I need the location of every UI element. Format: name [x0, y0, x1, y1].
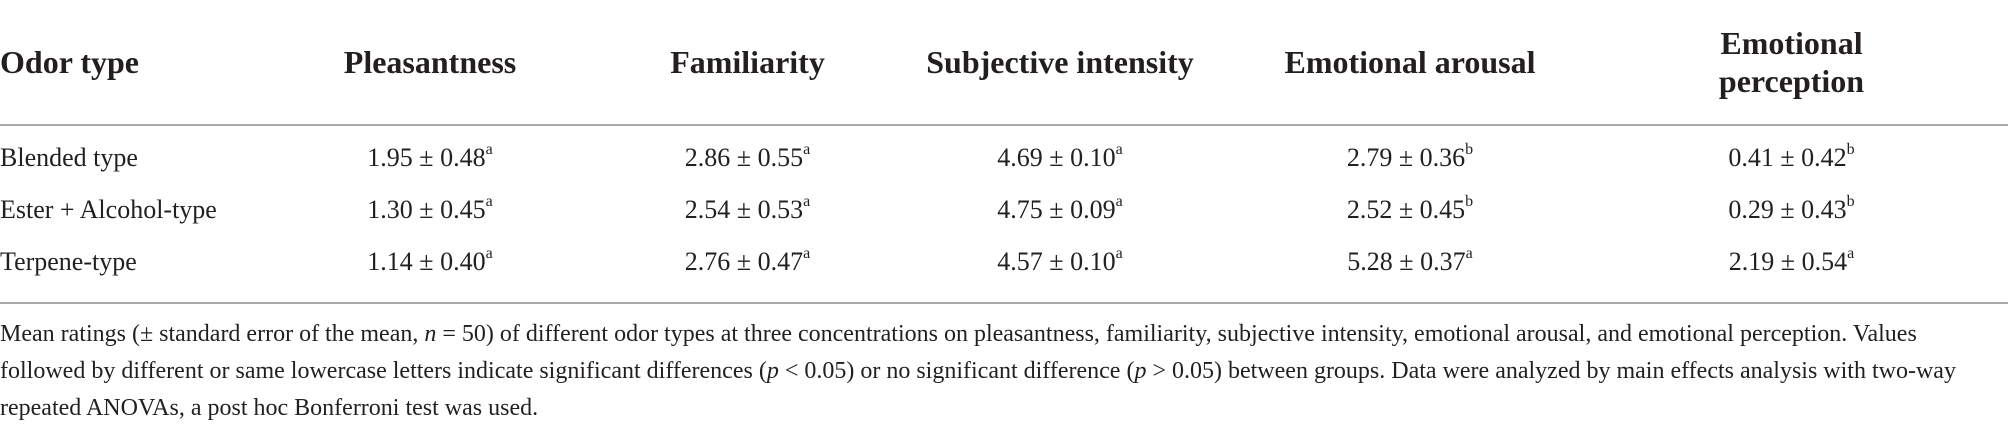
significance-letter: a — [803, 193, 811, 211]
row-label: Ester + Alcohol-type — [0, 195, 217, 224]
cell-subjective-intensity: 4.75 ± 0.09a — [875, 184, 1245, 236]
significance-letter: a — [1465, 245, 1473, 263]
row-label: Blended type — [0, 143, 138, 172]
significance-letter: b — [1846, 141, 1855, 159]
cell-value: 2.79 ± 0.36 — [1346, 143, 1466, 172]
cell-emotional-arousal: 2.52 ± 0.45b — [1245, 184, 1575, 236]
cell-value: 4.57 ± 0.10 — [997, 247, 1116, 276]
header-familiarity: Familiarity — [620, 0, 875, 126]
footnote-p-variable-1: p — [766, 358, 779, 384]
significance-letter: b — [1846, 193, 1855, 211]
cell-value: 2.54 ± 0.53 — [684, 195, 804, 224]
significance-letter: a — [1115, 245, 1123, 263]
cell-subjective-intensity: 4.69 ± 0.10a — [875, 125, 1245, 184]
footnote-text-3: < 0.05) or no significant difference ( — [778, 358, 1135, 384]
cell-value: 1.95 ± 0.48 — [367, 143, 486, 172]
significance-letter: a — [803, 245, 811, 263]
footnote-text-1: Mean ratings (± standard error of the me… — [0, 321, 425, 347]
header-pleasantness: Pleasantness — [240, 0, 620, 126]
cell-pleasantness: 1.30 ± 0.45a — [240, 184, 620, 236]
significance-letter: a — [485, 245, 493, 263]
row-label: Terpene-type — [0, 236, 240, 304]
cell-value: 0.41 ± 0.42 — [1728, 143, 1847, 172]
footnote-text-2: = 50) of different odor types at three c… — [0, 321, 1917, 384]
cell-emotional-arousal: 5.28 ± 0.37a — [1245, 236, 1575, 304]
header-row: Odor type Pleasantness Familiarity Subje… — [0, 0, 2008, 126]
footnote-p-variable-2: p — [1134, 358, 1147, 384]
cell-value: 2.52 ± 0.45 — [1346, 195, 1466, 224]
table-footnote: Mean ratings (± standard error of the me… — [0, 316, 1990, 427]
cell-emotional-arousal: 2.79 ± 0.36b — [1245, 125, 1575, 184]
cell-pleasantness: 1.14 ± 0.40a — [240, 236, 620, 304]
cell-emotional-perception: 2.19 ± 0.54a — [1575, 236, 2008, 304]
cell-familiarity: 2.54 ± 0.53a — [620, 184, 875, 236]
cell-value: 1.14 ± 0.40 — [367, 247, 486, 276]
significance-letter: a — [1847, 245, 1855, 263]
header-odor-type: Odor type — [0, 0, 240, 126]
significance-letter: a — [485, 141, 493, 159]
cell-value: 2.86 ± 0.55 — [684, 143, 804, 172]
header-subjective-intensity: Subjective intensity — [875, 0, 1245, 126]
odor-ratings-table: Odor type Pleasantness Familiarity Subje… — [0, 0, 2008, 304]
table-row: Ester + Alcohol-type 1.30 ± 0.45a 2.54 ±… — [0, 184, 2008, 236]
table-row: Blended type 1.95 ± 0.48a 2.86 ± 0.55a 4… — [0, 125, 2008, 184]
footnote-n-variable: n — [424, 321, 437, 347]
cell-emotional-perception: 0.41 ± 0.42b — [1575, 125, 2008, 184]
significance-letter: a — [485, 193, 493, 211]
cell-value: 5.28 ± 0.37 — [1347, 247, 1466, 276]
cell-value: 1.30 ± 0.45 — [367, 195, 486, 224]
header-emotional-perception: Emotional perception — [1575, 0, 2008, 126]
cell-value: 2.19 ± 0.54 — [1728, 247, 1848, 276]
significance-letter: a — [1115, 193, 1123, 211]
header-emotional-perception-label: Emotional perception — [1718, 25, 1865, 99]
significance-letter: b — [1465, 193, 1474, 211]
cell-value: 0.29 ± 0.43 — [1728, 195, 1847, 224]
footnote-text-4: > 0.05) between groups. Data were analyz… — [0, 358, 1956, 421]
cell-value: 4.69 ± 0.10 — [997, 143, 1116, 172]
significance-letter: a — [803, 141, 811, 159]
table-row: Terpene-type 1.14 ± 0.40a 2.76 ± 0.47a 4… — [0, 236, 2008, 304]
significance-letter: a — [1115, 141, 1123, 159]
cell-subjective-intensity: 4.57 ± 0.10a — [875, 236, 1245, 304]
header-emotional-arousal: Emotional arousal — [1245, 0, 1575, 126]
cell-pleasantness: 1.95 ± 0.48a — [240, 125, 620, 184]
cell-familiarity: 2.86 ± 0.55a — [620, 125, 875, 184]
cell-value: 4.75 ± 0.09 — [997, 195, 1116, 224]
cell-familiarity: 2.76 ± 0.47a — [620, 236, 875, 304]
cell-value: 2.76 ± 0.47 — [684, 247, 804, 276]
significance-letter: b — [1465, 141, 1474, 159]
cell-emotional-perception: 0.29 ± 0.43b — [1575, 184, 2008, 236]
